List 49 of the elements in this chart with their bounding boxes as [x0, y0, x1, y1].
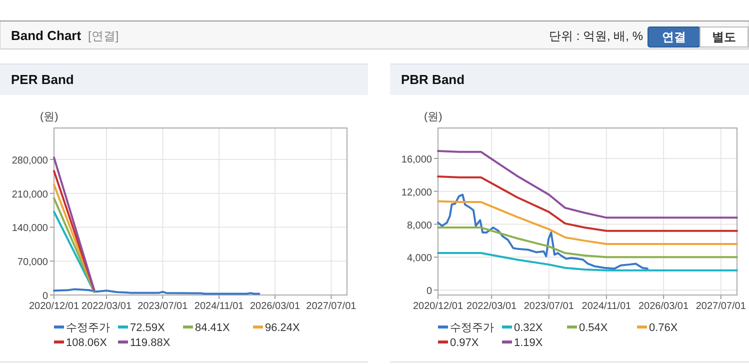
- text: 단위 : 억원, 배, %: [548, 29, 644, 43]
- x-tick-label: 2022/03/01: [81, 301, 132, 312]
- y-tick-label: 12,000: [401, 187, 432, 198]
- line-series: [437, 226, 738, 258]
- y-tick-label: 8,000: [406, 220, 432, 232]
- x-tick-label: 2026/03/01: [638, 301, 689, 312]
- y-tick-label: 4,000: [406, 253, 432, 264]
- legend-label: 수정주가: [450, 322, 494, 334]
- legend-label: 96.24X: [265, 322, 301, 334]
- text: Band Chart: [11, 28, 82, 43]
- legend-label: 수정주가: [66, 322, 110, 334]
- line-series: [437, 176, 738, 232]
- legend-label: 0.97X: [450, 337, 480, 349]
- y-tick-label: 70,000: [17, 257, 48, 268]
- line-series: [437, 200, 738, 245]
- x-tick-label: 2020/12/01: [28, 301, 80, 312]
- y-tick-label: 140,000: [12, 223, 48, 234]
- y-axis-title: (원): [424, 111, 442, 123]
- chart-title: PBR Band: [401, 72, 465, 87]
- text: [연결]: [88, 29, 119, 43]
- x-tick-label: 2024/11/01: [194, 301, 244, 312]
- legend-label: 1.19X: [514, 337, 544, 349]
- y-axis-title: (원): [40, 111, 58, 123]
- y-tick-label: 0: [426, 286, 432, 298]
- line-series: [437, 252, 738, 272]
- text: 연결: [662, 30, 686, 44]
- line-series: [437, 150, 738, 219]
- text: 별도: [712, 30, 736, 44]
- x-tick-label: 2020/12/01: [412, 301, 464, 312]
- x-tick-label: 2027/07/01: [306, 301, 357, 312]
- legend-label: 119.88X: [130, 337, 171, 349]
- chart-title: PER Band: [11, 72, 74, 87]
- y-tick-label: 0: [42, 291, 48, 302]
- line-series: [437, 194, 648, 270]
- x-tick-label: 2027/07/01: [696, 301, 746, 312]
- y-tick-label: 210,000: [12, 189, 48, 200]
- legend-label: 0.54X: [579, 322, 608, 334]
- y-tick-label: 280,000: [12, 155, 48, 166]
- x-tick-label: 2023/07/01: [524, 301, 574, 312]
- legend-label: 84.41X: [195, 322, 231, 334]
- y-tick-label: 16,000: [401, 154, 432, 166]
- legend-label: 0.76X: [649, 322, 678, 334]
- x-tick-label: 2023/07/01: [138, 301, 188, 312]
- legend-label: 108.06X: [66, 337, 108, 349]
- x-tick-label: 2022/03/01: [466, 301, 518, 312]
- legend-label: 72.59X: [130, 322, 166, 334]
- x-tick-label: 2026/03/01: [250, 301, 300, 312]
- legend-label: 0.32X: [514, 322, 544, 334]
- x-tick-label: 2024/11/01: [582, 301, 632, 312]
